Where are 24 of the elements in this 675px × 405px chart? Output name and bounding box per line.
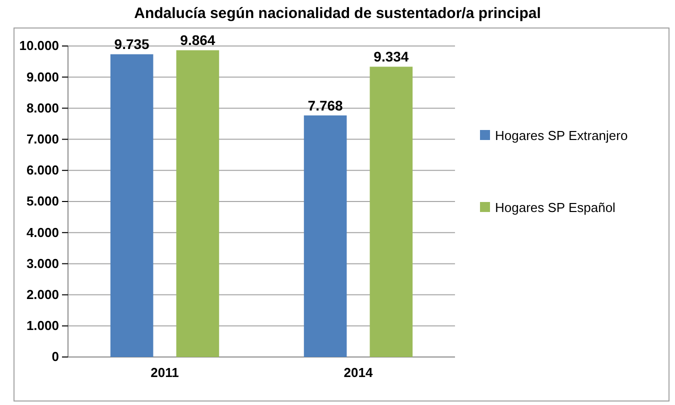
x-tick-label: 2011 bbox=[150, 364, 179, 380]
legend-label: Hogares SP Extranjero bbox=[495, 128, 628, 143]
bar bbox=[304, 115, 347, 357]
chart-title: Andalucía según nacionalidad de sustentador/a principal bbox=[134, 5, 541, 22]
y-tick-label: 5.000 bbox=[26, 194, 59, 209]
x-tick-label: 2014 bbox=[344, 364, 374, 380]
data-label: 9.735 bbox=[114, 36, 150, 52]
y-tick-label: 7.000 bbox=[26, 131, 59, 146]
y-tick-label: 9.000 bbox=[26, 69, 59, 84]
y-tick-label: 10.000 bbox=[19, 38, 59, 54]
bar bbox=[176, 50, 220, 357]
legend-label: Hogares SP Español bbox=[495, 200, 616, 215]
y-tick-label: 1.000 bbox=[26, 318, 59, 334]
y-tick-label: 6.000 bbox=[26, 162, 59, 178]
bar bbox=[110, 54, 154, 357]
y-tick-label: 8.000 bbox=[26, 100, 59, 116]
y-tick-label: 3.000 bbox=[26, 256, 59, 271]
data-label: 7.768 bbox=[308, 97, 344, 114]
y-tick-label: 0 bbox=[52, 349, 59, 364]
data-label: 9.334 bbox=[374, 48, 409, 65]
bar bbox=[370, 66, 413, 357]
data-label: 9.864 bbox=[180, 32, 216, 48]
y-tick-label: 2.000 bbox=[26, 286, 59, 302]
y-tick-label: 4.000 bbox=[26, 224, 59, 240]
